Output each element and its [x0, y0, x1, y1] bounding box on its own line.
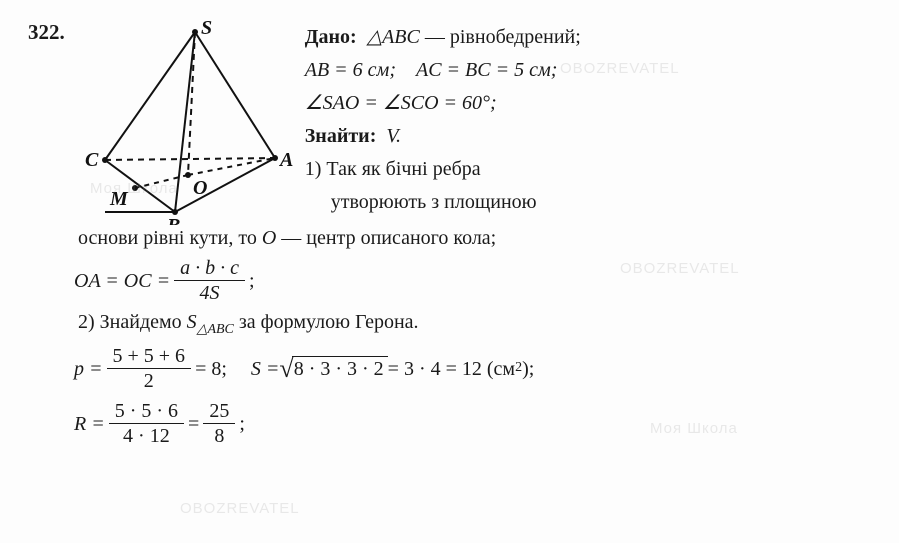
- step1c-text: основи рівні кути, то: [78, 227, 262, 249]
- step2-S: S: [187, 311, 197, 333]
- watermark: OBOZREVATEL: [180, 500, 300, 517]
- R-num1: 5 · 5 · 6: [109, 399, 184, 424]
- oa-frac: a · b · c 4S: [174, 256, 245, 305]
- find-heading: Знайти:: [305, 125, 377, 147]
- ac-bc-eq: AC = BC = 5 см;: [416, 59, 557, 81]
- step1c-tail: — центр описаного кола;: [281, 227, 496, 249]
- given-line-1: Дано: △ABC — рівнобедрений;: [305, 22, 871, 53]
- triangle-abc: △ABC: [367, 26, 420, 48]
- oa-tail: ;: [249, 269, 255, 293]
- top-row: 322.: [28, 20, 871, 225]
- p-den: 2: [107, 369, 192, 393]
- R-num2: 25: [203, 399, 235, 424]
- step2-line: 2) Знайдемо S△ABC за формулою Герона.: [78, 311, 871, 338]
- S-close: );: [522, 357, 534, 381]
- S-mid: = 3 · 4 = 12: [388, 357, 482, 381]
- R-den2: 8: [203, 424, 235, 448]
- oa-num: a · b · c: [174, 256, 245, 281]
- tri-desc: — рівнобедрений;: [425, 26, 581, 48]
- p-lhs: p =: [74, 357, 103, 381]
- oa-lhs: OA = OC =: [74, 269, 170, 293]
- vertex-B: B: [166, 215, 180, 225]
- problem-number: 322.: [28, 20, 65, 225]
- R-frac2: 25 8: [203, 399, 235, 448]
- R-tail: ;: [239, 412, 245, 436]
- oa-oc-equation: OA = OC = a · b · c 4S ;: [74, 256, 871, 305]
- oa-den: 4S: [174, 281, 245, 305]
- find-what: V.: [386, 125, 401, 147]
- vertex-S: S: [201, 20, 212, 39]
- p-frac: 5 + 5 + 6 2: [107, 344, 192, 393]
- step1c-O: O: [262, 227, 276, 249]
- given-line-2: AB = 6 см; AC = BC = 5 см;: [305, 55, 871, 86]
- vertex-A: A: [278, 149, 293, 171]
- given-heading: Дано:: [305, 26, 357, 48]
- R-frac1: 5 · 5 · 6 4 · 12: [109, 399, 184, 448]
- R-den1: 4 · 12: [109, 424, 184, 448]
- p-num: 5 + 5 + 6: [107, 344, 192, 369]
- S-lhs: S =: [251, 357, 280, 381]
- S-rad-arg: 8 · 3 · 3 · 2: [292, 356, 388, 381]
- given-block: Дано: △ABC — рівнобедрений; AB = 6 см; A…: [305, 20, 871, 225]
- p-and-S-line: p = 5 + 5 + 6 2 = 8; S = √ 8 · 3 · 3 · 2…: [74, 344, 871, 393]
- vertex-C: C: [85, 149, 99, 171]
- p-eq8: = 8;: [195, 357, 227, 381]
- pyramid-figure: S A C B M O: [75, 20, 305, 225]
- step2-tail: за формулою Герона.: [239, 311, 419, 333]
- R-equation: R = 5 · 5 · 6 4 · 12 = 25 8 ;: [74, 399, 871, 448]
- step1-line-a: 1) Так як бічні ребра: [305, 154, 871, 185]
- S-sqrt: √ 8 · 3 · 3 · 2: [279, 353, 387, 384]
- R-eq-sign: =: [188, 412, 199, 436]
- vertex-O: O: [193, 177, 207, 199]
- step1-line-b: утворюють з площиною: [331, 187, 871, 218]
- given-line-3: ∠SAO = ∠SCO = 60°;: [305, 88, 871, 119]
- pyramid-svg: S A C B M O: [75, 20, 300, 225]
- ab-eq: AB = 6 см;: [305, 59, 396, 81]
- S-exp: 2: [515, 360, 522, 377]
- find-line: Знайти: V.: [305, 121, 871, 152]
- R-lhs: R =: [74, 412, 105, 436]
- step1-line-c: основи рівні кути, то O — центр описаног…: [78, 227, 871, 250]
- S-unit: (см: [487, 357, 515, 381]
- step2-sub: △ABC: [197, 322, 234, 337]
- vertex-M: M: [109, 188, 129, 210]
- step2-text: 2) Знайдемо: [78, 311, 187, 333]
